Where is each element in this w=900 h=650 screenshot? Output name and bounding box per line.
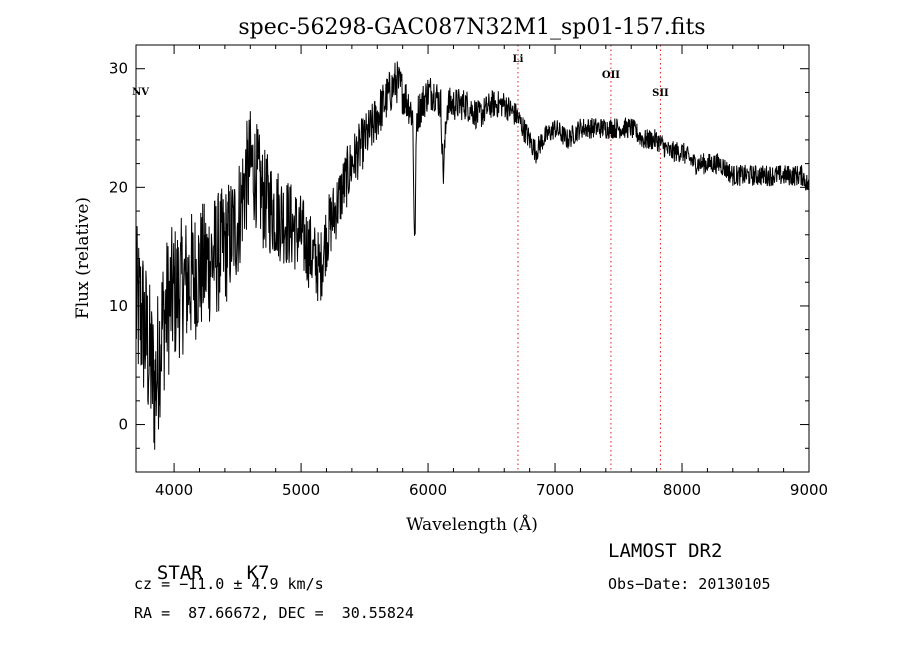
y-tick-label: 0 (118, 416, 128, 434)
star-subclass: K7 (246, 562, 270, 584)
obs-date: Obs−Date: 20130105 (608, 575, 771, 593)
x-tick-label: 4000 (155, 481, 193, 499)
axis-tick-labels: 4000 5000 6000 7000 8000 9000 0 10 20 30 (109, 60, 828, 499)
x-axis-label: Wavelength (Å) (406, 514, 538, 535)
axis-ticks (136, 44, 810, 472)
x-tick-label: 7000 (536, 481, 574, 499)
star-type: STAR (156, 562, 203, 584)
spectral-line-markers (517, 45, 661, 472)
x-tick-label: 6000 (409, 481, 447, 499)
line-label-nv: NV (132, 87, 149, 98)
line-label-sii: SII (652, 88, 669, 99)
star-class: STAR K7 (134, 540, 270, 584)
line-label-li: Li (513, 54, 524, 65)
y-axis-label: Flux (relative) (73, 197, 93, 319)
chart-title: spec-56298-GAC087N32M1_sp01-157.fits (238, 15, 705, 40)
survey-label: LAMOST DR2 (608, 540, 723, 562)
x-tick-label: 9000 (790, 481, 828, 499)
cz-value: cz = −11.0 ± 4.9 km/s (134, 575, 324, 593)
y-tick-label: 30 (109, 60, 128, 78)
y-tick-label: 20 (109, 178, 128, 196)
y-tick-label: 10 (109, 297, 128, 315)
ra-dec: RA = 87.66672, DEC = 30.55824 (134, 604, 414, 622)
spectral-line-labels: NV Li OII SII (132, 54, 669, 99)
line-label-oii: OII (602, 70, 620, 81)
x-tick-label: 5000 (282, 481, 320, 499)
x-tick-label: 8000 (663, 481, 701, 499)
spectrum-line (135, 61, 810, 450)
